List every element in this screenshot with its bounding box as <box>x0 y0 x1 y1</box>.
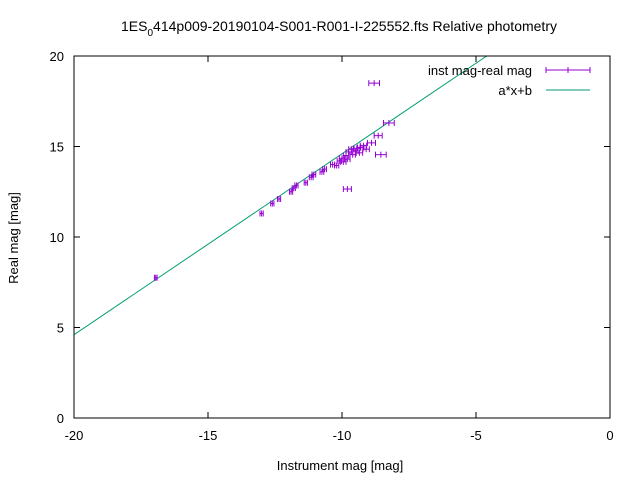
x-tick-label: 0 <box>606 428 613 443</box>
data-point <box>303 179 308 186</box>
plot-frame <box>73 55 611 419</box>
legend-label-fit: a*x+b <box>498 83 532 98</box>
x-tick-label: -20 <box>65 428 84 443</box>
fit-line <box>74 56 487 336</box>
data-point <box>338 155 346 162</box>
y-tick-label: 0 <box>57 411 64 426</box>
y-tick-label: 5 <box>57 321 64 336</box>
chart-title-prefix: 1ES <box>121 18 147 34</box>
chart-title: 1ES0414p009-20190104-S001-R001-I-225552.… <box>121 18 557 39</box>
data-point <box>373 132 383 139</box>
legend-label-points: inst mag-real mag <box>428 63 532 78</box>
data-point <box>259 210 264 217</box>
data-point <box>366 139 376 146</box>
chart-title-subscript: 0 <box>147 28 153 39</box>
legend-sample-points <box>545 67 591 73</box>
data-point <box>153 274 158 281</box>
data-point <box>270 200 275 207</box>
y-axis-label: Real mag [mag] <box>6 192 21 284</box>
axes: -20 -15 -10 -5 0 0 5 10 15 20 <box>50 49 614 443</box>
chart-title-rest: 414p009-20190104-S001-R001-I-225552.fts … <box>153 18 557 34</box>
data-point <box>375 151 387 158</box>
y-tick-label: 10 <box>50 230 64 245</box>
plot-clip-group <box>74 56 487 336</box>
data-point <box>288 188 294 195</box>
data-point <box>362 146 370 153</box>
legend: inst mag-real mag a*x+b <box>428 63 591 98</box>
data-point <box>311 171 317 178</box>
data-point <box>333 162 340 169</box>
x-tick-label: -15 <box>199 428 218 443</box>
data-point <box>276 195 282 202</box>
data-point <box>322 166 327 173</box>
x-tick-label: -5 <box>470 428 482 443</box>
data-point <box>344 156 351 163</box>
data-point <box>383 119 395 126</box>
data-point <box>319 168 325 175</box>
data-point <box>294 182 299 189</box>
x-axis-label: Instrument mag [mag] <box>277 458 403 473</box>
y-tick-label: 20 <box>50 49 64 64</box>
x-tick-label: -10 <box>333 428 352 443</box>
data-point <box>342 186 352 193</box>
data-point <box>368 80 381 87</box>
y-tick-label: 15 <box>50 140 64 155</box>
data-point <box>359 142 368 149</box>
plot-area <box>74 56 487 336</box>
